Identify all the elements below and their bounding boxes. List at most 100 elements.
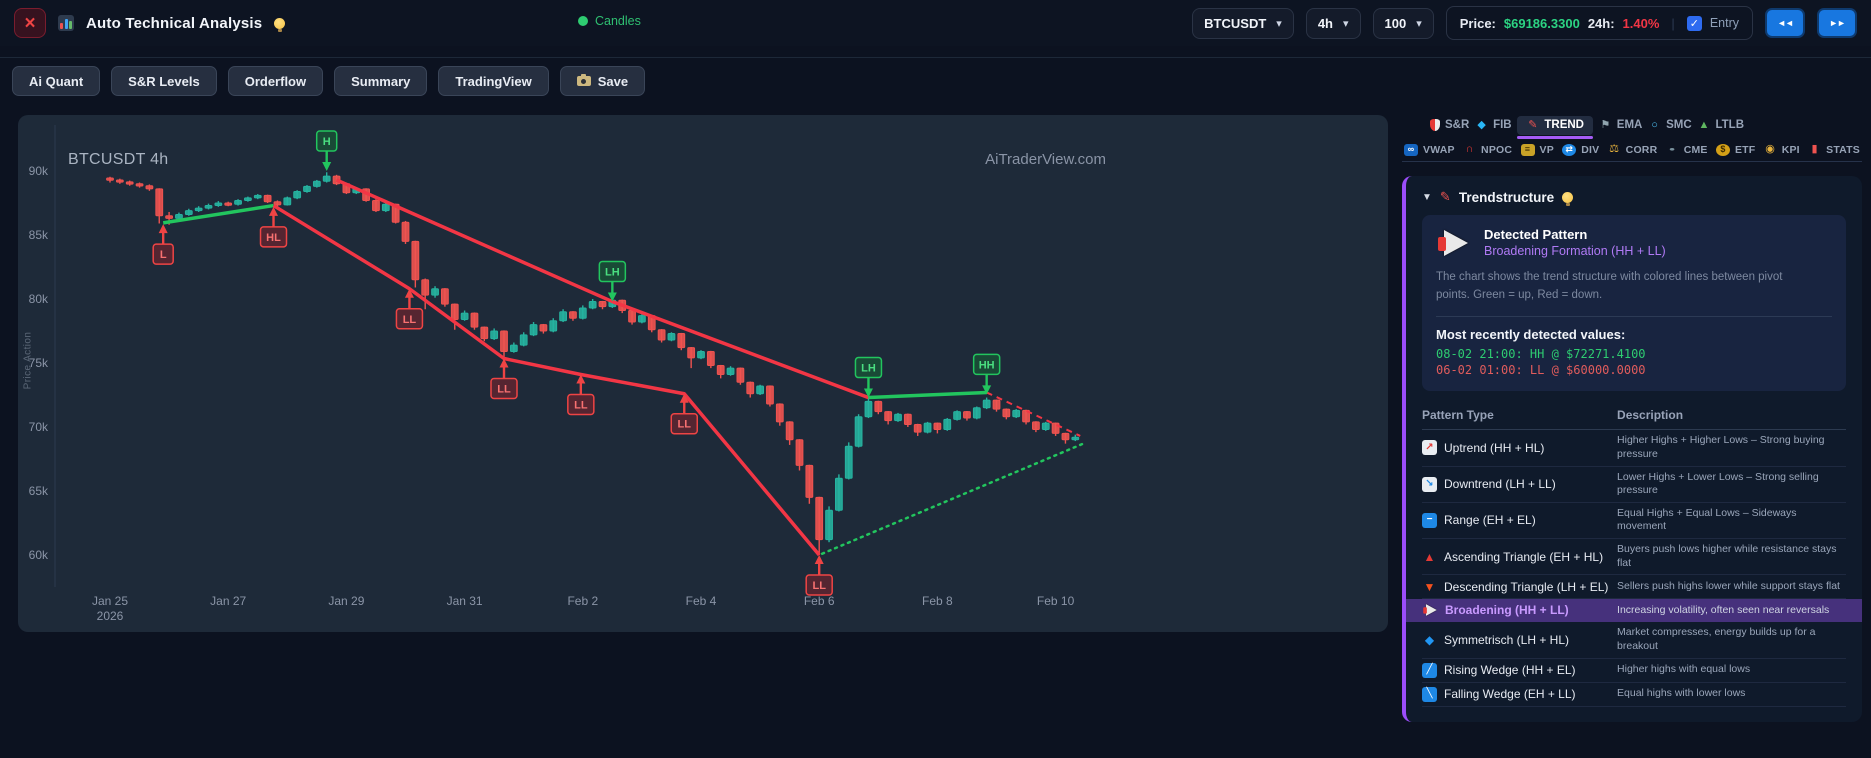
tab-div[interactable]: ⇄ DIV (1562, 141, 1599, 159)
volume-profile-icon: ≡ (1520, 143, 1535, 156)
indicator-subtabs: ∞ VWAP ∩ NPOC ≡ VP ⇄ DIV ⚖ CORR ● CME $ ETF ◉ KPI ▮ STATS (1402, 138, 1862, 162)
tab-npoc[interactable]: ∩ NPOC (1463, 140, 1512, 159)
symbol-select[interactable]: BTCUSDT ▾ (1192, 7, 1294, 39)
tab-smc[interactable]: ○ SMC (1648, 116, 1691, 135)
lightbulb-icon (1562, 191, 1574, 206)
tab-corr[interactable]: ⚖ CORR (1608, 140, 1658, 159)
limit-select[interactable]: 100 ▾ (1372, 7, 1434, 39)
svg-text:HH: HH (979, 359, 995, 371)
pattern-row[interactable]: ╱ Rising Wedge (HH + EL) Higher highs with… (1422, 659, 1846, 683)
toolbar-button-orderflow[interactable]: Orderflow (227, 66, 324, 96)
change-value: 1.40% (1622, 15, 1660, 31)
pattern-description: Buyers push lows higher while resistance… (1617, 543, 1837, 569)
pivot-up-segment (162, 203, 274, 225)
svg-text:Feb 10: Feb 10 (1037, 594, 1075, 608)
tab-cme[interactable]: ● CME (1666, 140, 1708, 159)
pattern-description: Higher highs with equal lows (1617, 663, 1751, 676)
entry-label: Entry (1709, 16, 1739, 30)
collapse-caret-icon[interactable]: ▼ (1422, 191, 1432, 203)
toolbar-button-s-r-levels[interactable]: S&R Levels (111, 66, 217, 96)
divider (1436, 315, 1832, 317)
pattern-type-column-header: Pattern Type (1422, 408, 1494, 423)
app-title: Auto Technical Analysis (86, 14, 263, 32)
tab-vwap[interactable]: ∞ VWAP (1404, 141, 1455, 159)
tab-trend[interactable]: ✎ TREND (1517, 115, 1593, 139)
pattern-name: Downtrend (LH + LL) (1444, 477, 1556, 492)
tab-label: TREND (1544, 119, 1584, 131)
trendstructure-header[interactable]: ▼ ✎ Trendstructure (1422, 189, 1846, 206)
svg-text:LH: LH (861, 363, 876, 375)
recent-hh-value: 08-02 21:00: HH @ $72271.4100 (1436, 346, 1646, 361)
tab-label: EMA (1616, 119, 1643, 131)
svg-text:2026: 2026 (97, 609, 124, 623)
svg-text:85k: 85k (29, 228, 49, 242)
pattern-row[interactable]: Broadening (HH + LL) Increasing volatilit… (1406, 599, 1862, 623)
tab-fib[interactable]: ◆ FIB (1475, 116, 1511, 135)
toolbar-button-tradingview[interactable]: TradingView (438, 66, 549, 96)
pattern-table: Pattern Type Description ↗ Uptrend (HH + … (1406, 404, 1862, 707)
svg-text:Jan 29: Jan 29 (328, 594, 364, 608)
tab-vp[interactable]: ≡ VP (1520, 141, 1554, 159)
svg-text:Jan 27: Jan 27 (210, 594, 246, 608)
candles (106, 172, 1080, 555)
pattern-row[interactable]: ◆ Symmetrisch (LH + HL) Market compresses,… (1422, 622, 1846, 659)
recent-values-title: Most recently detected values: (1436, 326, 1626, 342)
trendstructure-title: Trendstructure (1458, 189, 1555, 205)
cme-icon: ● (1668, 145, 1676, 153)
pattern-description: Higher Highs + Higher Lows – Strong buyi… (1617, 434, 1825, 460)
svg-text:65k: 65k (29, 484, 49, 498)
price-info-box: Price: $69186.3300 24h: 1.40% | ✓ Entry (1445, 6, 1753, 40)
entry-checkbox[interactable]: ✓ (1686, 15, 1702, 31)
skip-forward-button[interactable]: ►► (1817, 8, 1857, 38)
tab-label: LTLB (1715, 119, 1744, 131)
svg-text:75k: 75k (29, 356, 49, 370)
chevron-down-icon: ▾ (1342, 17, 1349, 30)
timeframe-select[interactable]: 4h ▾ (1305, 7, 1361, 39)
tab-etf[interactable]: $ ETF (1715, 141, 1756, 159)
pattern-name: Falling Wedge (EH + LL) (1444, 687, 1576, 702)
pattern-name: Broadening (HH + LL) (1445, 603, 1569, 618)
camera-icon (576, 73, 591, 86)
chart-card: 90k 85k 80k 75k 70k 65k 60k Jan 25 2026 Jan 27 Jan… (18, 115, 1388, 632)
pattern-row[interactable]: − Range (EH + EL) Equal Highs + Equal Lows… (1422, 503, 1846, 540)
tab-kpi[interactable]: ◉ KPI (1764, 140, 1800, 159)
chevron-down-icon: ▾ (1416, 17, 1422, 30)
svg-text:Jan 31: Jan 31 (447, 594, 483, 608)
svg-text:Feb 8: Feb 8 (922, 594, 953, 608)
trendstructure-panel: ▼ ✎ Trendstructure Detected Pattern Broa… (1402, 176, 1862, 722)
svg-text:HL: HL (266, 232, 281, 244)
candles-legend-label: Candles (595, 14, 641, 28)
tab-ltlb[interactable]: ▲ LTLB (1697, 116, 1744, 135)
toolbar-button-ai-quant[interactable]: Ai Quant (12, 66, 101, 96)
change-label: 24h: (1587, 15, 1615, 31)
pattern-row[interactable]: ╲ Falling Wedge (EH + LL) Equal highs with… (1422, 683, 1846, 707)
pattern-row[interactable]: ▲ Ascending Triangle (EH + HL) Buyers push… (1422, 539, 1846, 576)
tab-s-r[interactable]: S&R (1430, 116, 1469, 134)
pattern-row[interactable]: ↘ Downtrend (LH + LL) Lower Highs + Lower … (1422, 467, 1846, 503)
pattern-table-header: Pattern Type Description (1422, 404, 1846, 431)
svg-text:Feb 4: Feb 4 (686, 594, 717, 608)
skip-back-button[interactable]: ◄◄ (1765, 8, 1805, 38)
pattern-name: Range (EH + EL) (1444, 513, 1536, 528)
tab-label: ETF (1734, 143, 1756, 156)
save-button[interactable]: Save (559, 66, 646, 96)
close-button[interactable]: × (14, 8, 46, 38)
tab-stats[interactable]: ▮ STATS (1808, 140, 1860, 159)
svg-text:LL: LL (812, 580, 826, 592)
topbar-divider (0, 57, 1871, 58)
trendline-pen-icon: ✎ (1439, 189, 1451, 204)
tab-label: DIV (1581, 143, 1600, 156)
tab-ema[interactable]: ⚑ EMA (1599, 116, 1643, 135)
diamond-icon: ◆ (1424, 632, 1435, 647)
toolbar-button-summary[interactable]: Summary (334, 66, 428, 96)
pattern-row[interactable]: ▼ Descending Triangle (LH + EL) Sellers pu… (1422, 575, 1846, 600)
magnet-icon: ∩ (1465, 143, 1474, 155)
ascending-triangle-icon: ▲ (1423, 549, 1436, 564)
tab-label: CME (1683, 143, 1708, 156)
price-label: Price: (1459, 15, 1496, 31)
chart-symbol-label: BTCUSDT 4h (68, 151, 169, 168)
trendline-pen-icon: ✎ (1528, 118, 1538, 131)
pattern-row[interactable]: ↗ Uptrend (HH + HL) Higher Highs + Higher … (1422, 430, 1846, 467)
